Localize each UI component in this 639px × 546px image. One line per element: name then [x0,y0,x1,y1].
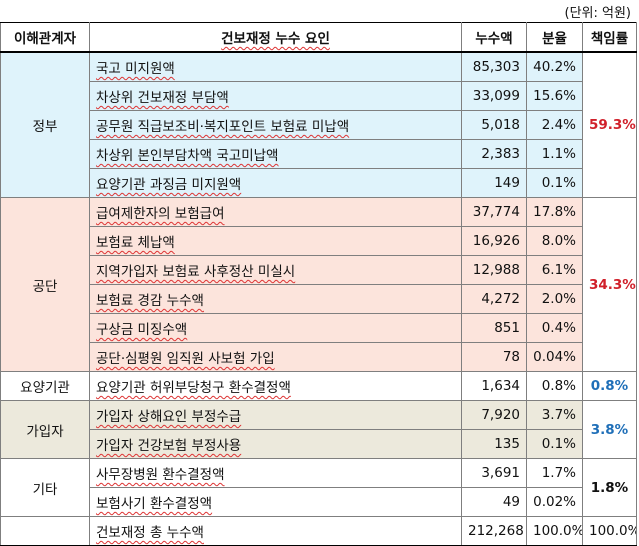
responsibility-nhis: 34.3% [582,197,637,372]
factor-cell: 구상금 미징수액 [89,313,462,343]
table-row: 지역가입자 보험료 사후정산 미실시 12,988 6.1% [0,255,637,285]
amount-cell: 78 [461,342,527,372]
factor-cell: 차상위 본인부담차액 국고미납액 [89,139,462,169]
share-cell: 2.0% [526,284,583,314]
group-name-provider: 요양기관 [0,371,90,401]
share-cell: 2.4% [526,110,583,140]
total-row: 건보재정 총 누수액 212,268 100.0% 100.0% [0,516,637,546]
share-cell: 0.1% [526,168,583,198]
header-party: 이해관계자 [0,22,90,53]
amount-cell: 16,926 [461,226,527,256]
table-row: 가입자 건강보험 부정사용 135 0.1% [0,429,637,459]
table-row: 보험료 체납액 16,926 8.0% [0,226,637,256]
factor-cell: 보험료 체납액 [89,226,462,256]
table-row: 공단 급여제한자의 보험급여 37,774 17.8% 34.3% [0,197,637,372]
share-cell: 0.1% [526,429,583,459]
responsibility-provider: 0.8% [582,371,637,401]
amount-cell: 7,920 [461,400,527,430]
responsibility-subscriber: 3.8% [582,400,637,459]
share-cell: 8.0% [526,226,583,256]
amount-cell: 85,303 [461,51,527,82]
amount-cell: 12,988 [461,255,527,285]
amount-cell: 2,383 [461,139,527,169]
responsibility-other: 1.8% [582,458,637,517]
factor-cell: 사무장병원 환수결정액 [89,458,462,488]
amount-cell: 3,691 [461,458,527,488]
factor-cell: 보험료 경감 누수액 [89,284,462,314]
header-amount: 누수액 [461,22,527,53]
amount-cell: 149 [461,168,527,198]
share-cell: 0.8% [526,371,583,401]
total-factor: 건보재정 총 누수액 [89,516,462,546]
share-cell: 0.02% [526,487,583,517]
table-row: 차상위 건보재정 부담액 33,099 15.6% [0,81,637,111]
share-cell: 0.04% [526,342,583,372]
unit-label: (단위: 억원) [564,6,632,21]
share-cell: 6.1% [526,255,583,285]
factor-cell: 공무원 직급보조비·복지포인트 보험료 미납액 [89,110,462,140]
share-cell: 3.7% [526,400,583,430]
group-name-subscriber: 가입자 [0,400,90,459]
factor-cell: 차상위 건보재정 부담액 [89,81,462,111]
factor-cell: 공단·심평원 임직원 사보험 가입 [89,342,462,372]
table-row: 요양기관 과징금 미지원액 149 0.1% [0,168,637,198]
total-responsibility: 100.0% [582,516,637,546]
total-amount: 212,268 [461,516,527,546]
total-party-cell [0,516,90,546]
table-row: 차상위 본인부담차액 국고미납액 2,383 1.1% [0,139,637,169]
table-row: 공단·심평원 임직원 사보험 가입 78 0.04% [0,342,637,372]
factor-cell: 가입자 건강보험 부정사용 [89,429,462,459]
table-row: 요양기관 요양기관 허위부당청구 환수결정액 1,634 0.8% 0.8% [0,371,637,401]
group-name-nhis: 공단 [0,197,90,372]
total-share: 100.0% [526,516,583,546]
amount-cell: 33,099 [461,81,527,111]
amount-cell: 37,774 [461,197,527,227]
amount-cell: 135 [461,429,527,459]
table-row: 공무원 직급보조비·복지포인트 보험료 미납액 5,018 2.4% [0,110,637,140]
factor-cell: 보험사기 환수결정액 [89,487,462,517]
table-row: 기타 사무장병원 환수결정액 3,691 1.7% 1.8% [0,458,637,517]
table-row: 정부 국고 미지원액 85,303 40.2% 59.3% [0,51,637,198]
group-name-gov: 정부 [0,51,90,198]
amount-cell: 1,634 [461,371,527,401]
amount-cell: 851 [461,313,527,343]
amount-cell: 5,018 [461,110,527,140]
header-row: 이해관계자 건보재정 누수 요인 누수액 분율 책임률 [0,22,637,53]
share-cell: 0.4% [526,313,583,343]
factor-cell: 가입자 상해요인 부정수급 [89,400,462,430]
share-cell: 15.6% [526,81,583,111]
share-cell: 1.7% [526,458,583,488]
amount-cell: 4,272 [461,284,527,314]
factor-cell: 요양기관 허위부당청구 환수결정액 [89,371,462,401]
factor-cell: 요양기관 과징금 미지원액 [89,168,462,198]
group-name-other: 기타 [0,458,90,517]
table-row: 보험사기 환수결정액 49 0.02% [0,487,637,517]
header-responsibility: 책임률 [582,22,637,53]
factor-cell: 지역가입자 보험료 사후정산 미실시 [89,255,462,285]
table-row: 구상금 미징수액 851 0.4% [0,313,637,343]
header-factor: 건보재정 누수 요인 [89,22,462,53]
share-cell: 1.1% [526,139,583,169]
table-row: 가입자 가입자 상해요인 부정수급 7,920 3.7% 3.8% [0,400,637,459]
factor-cell: 국고 미지원액 [89,51,462,82]
table-row: 보험료 경감 누수액 4,272 2.0% [0,284,637,314]
amount-cell: 49 [461,487,527,517]
share-cell: 17.8% [526,197,583,227]
factor-cell: 급여제한자의 보험급여 [89,197,462,227]
responsibility-gov: 59.3% [582,51,637,198]
leakage-table: 이해관계자 건보재정 누수 요인 누수액 분율 책임률 정부 국고 미지원액 8… [0,22,637,546]
header-share: 분율 [526,22,583,53]
share-cell: 40.2% [526,51,583,82]
